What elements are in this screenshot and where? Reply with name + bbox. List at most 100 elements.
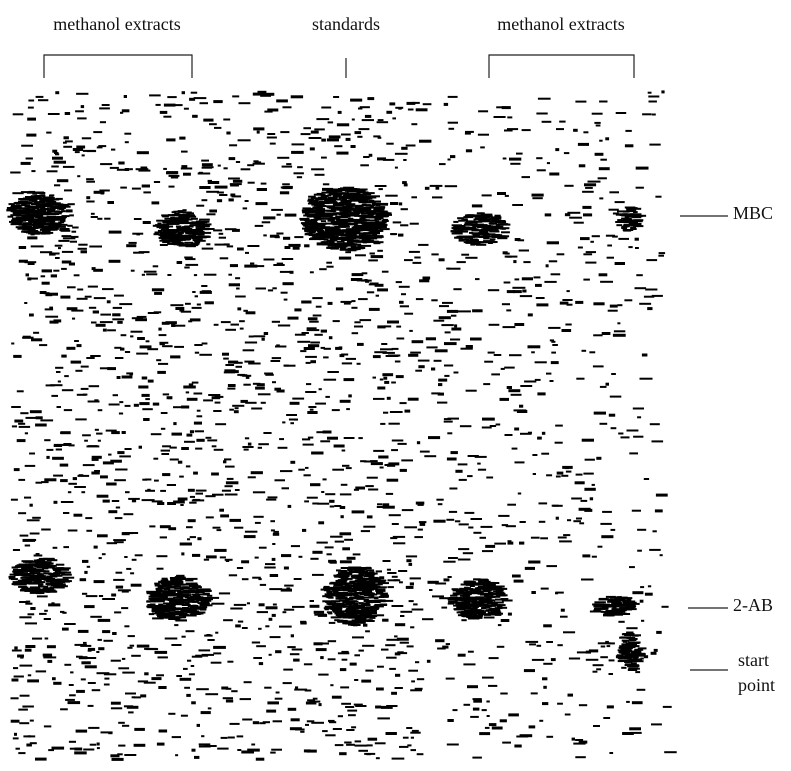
texture-dash: [662, 606, 669, 608]
texture-dash: [198, 596, 204, 598]
texture-dash: [339, 197, 350, 199]
texture-dash: [212, 445, 217, 447]
texture-dash: [654, 649, 658, 652]
texture-dash: [18, 198, 23, 200]
texture-dash: [162, 596, 168, 598]
texture-dash: [73, 148, 83, 151]
texture-dash: [579, 704, 587, 706]
texture-dash: [454, 598, 459, 600]
texture-dash: [601, 646, 606, 648]
texture-dash: [122, 532, 133, 534]
texture-dash: [191, 92, 198, 94]
texture-dash: [219, 592, 230, 594]
texture-dash: [130, 335, 133, 337]
texture-dash: [448, 268, 460, 270]
texture-dash: [185, 231, 193, 233]
texture-dash: [41, 481, 49, 483]
texture-dash: [438, 379, 447, 382]
texture-dash: [431, 299, 437, 301]
texture-dash: [277, 390, 285, 393]
texture-dash: [142, 479, 147, 481]
texture-dash: [99, 595, 103, 597]
texture-dash: [352, 588, 358, 590]
texture-dash: [48, 749, 54, 751]
texture-dash: [180, 218, 185, 220]
texture-dash: [55, 245, 63, 247]
texture-dash: [236, 161, 240, 163]
texture-dash: [522, 129, 531, 131]
texture-dash: [489, 600, 495, 602]
texture-dash: [412, 609, 424, 611]
texture-dash: [603, 717, 610, 719]
texture-dash: [294, 172, 304, 174]
texture-dash: [13, 355, 21, 358]
texture-dash: [209, 123, 217, 125]
texture-dash: [277, 214, 281, 216]
texture-dash: [125, 491, 130, 493]
texture-dash: [86, 595, 98, 597]
texture-dash: [238, 139, 251, 141]
texture-dash: [508, 389, 520, 392]
texture-dash: [560, 616, 568, 618]
texture-dash: [213, 410, 221, 412]
texture-dash: [124, 133, 131, 135]
texture-dash: [228, 178, 240, 180]
texture-dash: [102, 630, 110, 633]
texture-dash: [414, 257, 420, 259]
texture-dash: [142, 274, 145, 276]
texture-dash: [563, 534, 570, 536]
texture-dash: [190, 430, 194, 433]
texture-dash: [262, 93, 275, 96]
texture-dash: [459, 240, 464, 242]
texture-dash: [358, 437, 362, 439]
texture-dash: [85, 665, 97, 668]
texture-dash: [100, 321, 113, 323]
texture-dash: [398, 234, 403, 237]
texture-dash: [435, 639, 444, 642]
texture-dash: [412, 102, 420, 104]
texture-dash: [213, 100, 222, 103]
texture-dash: [261, 402, 266, 404]
texture-dash: [609, 752, 613, 754]
texture-dash: [102, 553, 106, 555]
texture-dash: [624, 224, 632, 226]
texture-dash: [329, 193, 338, 195]
texture-dash: [376, 230, 383, 232]
texture-dash: [348, 714, 356, 716]
texture-dash: [275, 479, 286, 481]
texture-dash: [270, 520, 275, 522]
texture-dash: [184, 687, 190, 689]
texture-dash: [129, 242, 137, 244]
texture-dash: [167, 243, 172, 245]
texture-dash: [416, 502, 425, 505]
texture-dash: [574, 222, 584, 224]
texture-dash: [558, 537, 567, 539]
texture-dash: [331, 607, 343, 609]
texture-dash: [301, 301, 311, 304]
texture-dash: [589, 649, 598, 652]
texture-dash: [340, 354, 345, 357]
texture-dash: [365, 115, 371, 118]
texture-dash: [340, 400, 351, 403]
texture-dash: [169, 601, 178, 603]
texture-dash: [330, 536, 343, 538]
texture-dash: [288, 244, 300, 247]
texture-dash: [183, 220, 187, 222]
texture-dash: [7, 207, 16, 209]
texture-dash: [410, 582, 414, 585]
texture-dash: [158, 686, 166, 689]
texture-dash: [366, 569, 374, 571]
texture-dash: [629, 452, 638, 454]
texture-dash: [444, 103, 448, 106]
texture-dash: [575, 301, 583, 304]
texture-dash: [47, 645, 56, 648]
texture-dash: [484, 595, 492, 597]
texture-dash: [62, 389, 73, 391]
texture-dash: [94, 297, 106, 299]
texture-dash: [181, 447, 189, 450]
texture-dash: [147, 600, 156, 602]
texture-dash: [312, 503, 319, 505]
texture-dash: [295, 729, 305, 731]
texture-dash: [286, 414, 297, 416]
texture-dash: [104, 218, 110, 220]
